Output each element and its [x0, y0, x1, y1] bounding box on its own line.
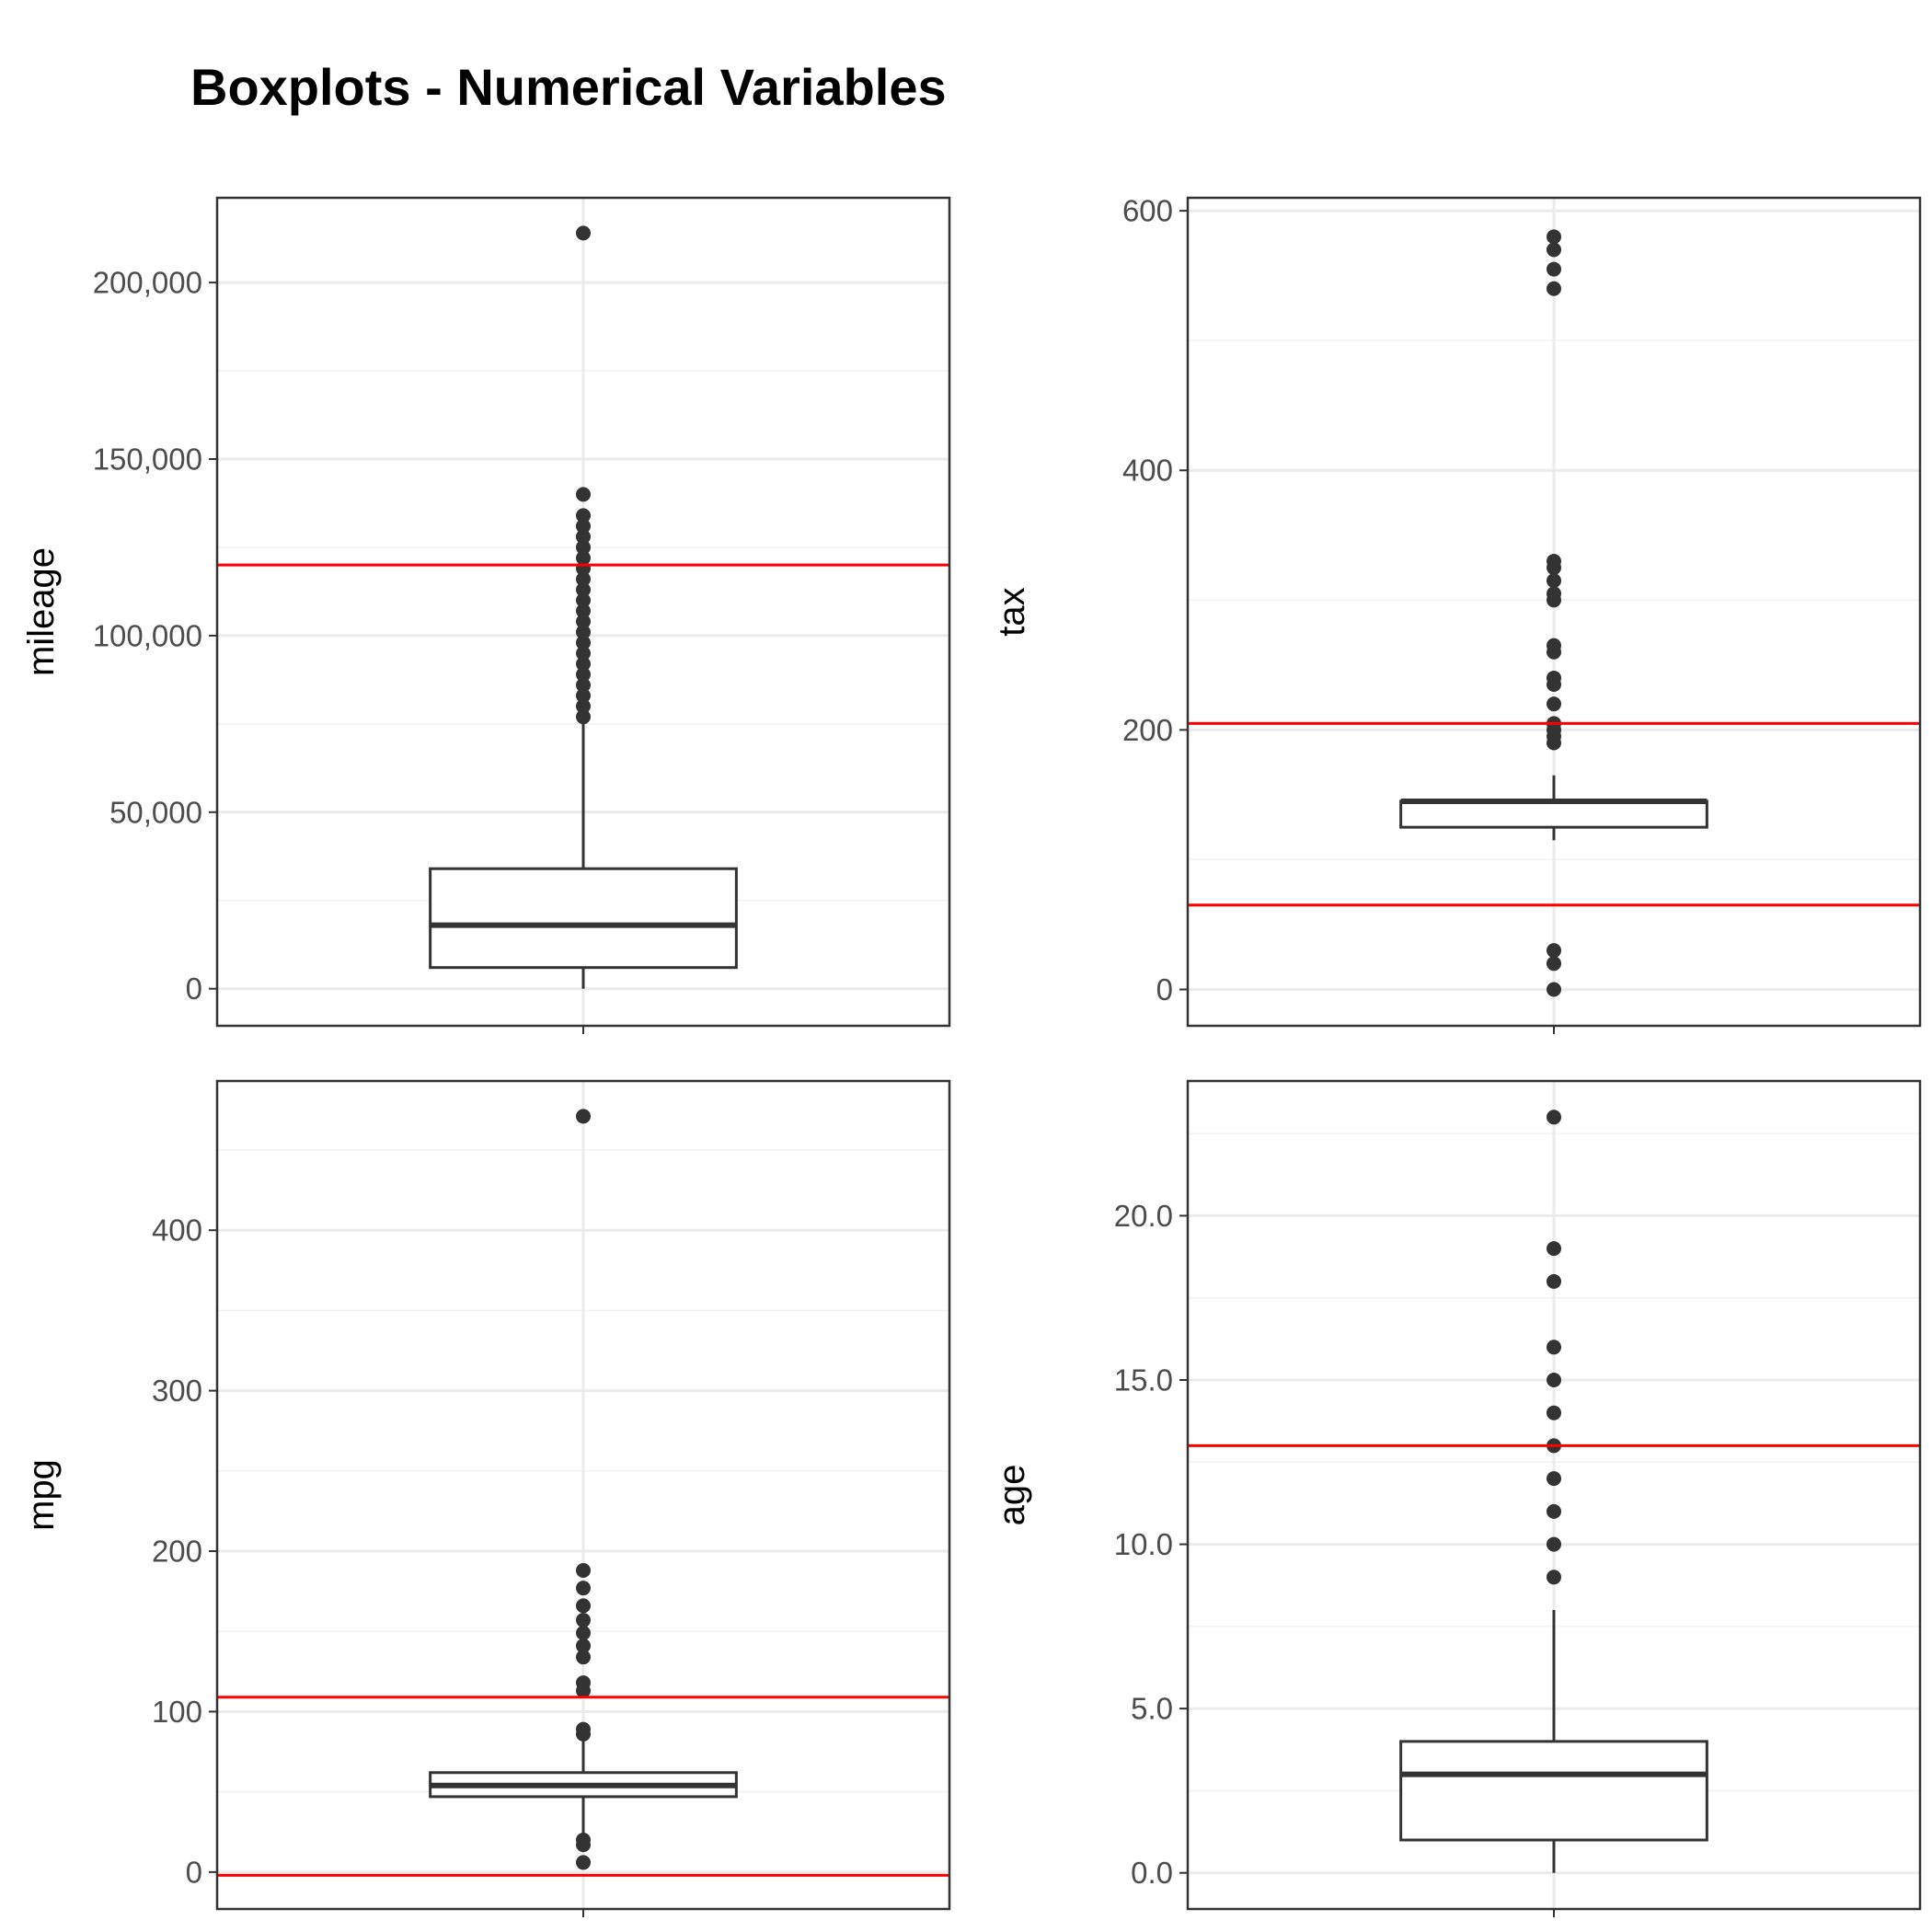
outlier-point	[576, 1650, 591, 1665]
outlier-point	[1547, 1536, 1561, 1552]
outlier-point	[1547, 1110, 1561, 1125]
outlier-point	[576, 625, 591, 640]
outlier-point	[576, 635, 591, 650]
outlier-point	[576, 1721, 591, 1737]
outlier-point	[1547, 670, 1561, 685]
outlier-point	[576, 550, 591, 566]
iqr-box	[1399, 799, 1708, 829]
iqr-box	[1399, 1740, 1708, 1842]
outlier-point	[576, 518, 591, 534]
y-tick-label: 400	[1122, 454, 1173, 488]
outlier-point	[576, 508, 591, 523]
outlier-point	[1547, 1340, 1561, 1355]
y-tick-label: 0	[186, 1855, 202, 1889]
y-axis-title: mileage	[21, 547, 62, 676]
outlier-point	[576, 688, 591, 704]
panel-border	[215, 196, 951, 1028]
y-axis-title: tax	[992, 587, 1032, 636]
outlier-point	[1547, 1570, 1561, 1585]
outlier-point	[1547, 1273, 1561, 1289]
outlier-point	[576, 1855, 591, 1870]
outlier-point	[1547, 586, 1561, 602]
panel-mileage: 0 50,000 100,000 150,000 200,000 mileage	[21, 196, 951, 1034]
y-tick-label: 20.0	[1114, 1199, 1173, 1233]
y-tick-label: 5.0	[1131, 1692, 1173, 1726]
outlier-point	[1547, 638, 1561, 653]
outlier-point	[1547, 573, 1561, 589]
outlier-point	[1547, 982, 1561, 997]
outlier-point	[576, 487, 591, 502]
panel-border	[215, 1079, 951, 1911]
outlier-point	[576, 1598, 591, 1614]
outlier-point	[576, 1675, 591, 1691]
outlier-point	[1547, 1503, 1561, 1519]
y-tick-label: 200	[152, 1535, 202, 1569]
y-tick-label: 150,000	[93, 443, 202, 477]
y-tick-label: 100	[152, 1695, 202, 1729]
outlier-point	[576, 604, 591, 619]
y-tick-label: 200	[1122, 713, 1173, 747]
y-axis-title: mpg	[21, 1459, 62, 1531]
outlier-point	[576, 656, 591, 672]
outlier-point	[576, 1581, 591, 1596]
y-tick-label: 600	[1122, 194, 1173, 228]
panel-mpg: 0 100 200 300 400 mpg	[21, 1079, 951, 1917]
y-tick-label: 0	[186, 972, 202, 1006]
outlier-point	[1547, 242, 1561, 258]
outlier-point	[1547, 261, 1561, 277]
outlier-point	[1547, 281, 1561, 296]
panel-tax: 0 200 400 600 tax	[992, 194, 1922, 1034]
outlier-point	[576, 1613, 591, 1628]
chart-title: Boxplots - Numerical Variables	[190, 58, 947, 116]
panel-border	[1186, 196, 1922, 1028]
y-tick-label: 100,000	[93, 618, 202, 652]
outlier-point	[1547, 943, 1561, 959]
outlier-point	[576, 698, 591, 714]
y-tick-label: 200,000	[93, 266, 202, 300]
panel-border	[1186, 1079, 1922, 1911]
y-tick-label: 300	[152, 1374, 202, 1408]
outlier-point	[576, 646, 591, 661]
outlier-point	[576, 1562, 591, 1578]
outlier-point	[576, 529, 591, 545]
outlier-point	[1547, 229, 1561, 245]
outlier-point	[1547, 553, 1561, 569]
outlier-point	[576, 667, 591, 683]
outlier-point	[576, 225, 591, 241]
outlier-point	[576, 677, 591, 693]
outlier-point	[1547, 1373, 1561, 1387]
y-axis-title: age	[992, 1465, 1032, 1526]
outlier-point	[576, 1109, 591, 1124]
outlier-point	[1547, 1241, 1561, 1257]
outlier-point	[576, 1833, 591, 1847]
panel-age: 0.0 5.0 10.0 15.0 20.0 age	[992, 1079, 1922, 1917]
y-tick-label: 15.0	[1114, 1363, 1173, 1397]
iqr-box	[429, 867, 738, 970]
y-tick-label: 0.0	[1131, 1856, 1173, 1890]
y-tick-label: 400	[152, 1213, 202, 1248]
outlier-point	[576, 592, 591, 608]
outlier-point	[576, 614, 591, 629]
outlier-point	[576, 571, 591, 587]
outlier-point	[1547, 1405, 1561, 1420]
y-tick-label: 0	[1156, 972, 1173, 1006]
outlier-point	[1547, 1471, 1561, 1487]
outlier-point	[576, 709, 591, 725]
y-tick-label: 10.0	[1114, 1527, 1173, 1561]
outlier-point	[576, 1638, 591, 1653]
outlier-point	[1547, 956, 1561, 972]
outlier-point	[576, 1626, 591, 1640]
outlier-point	[576, 539, 591, 555]
outlier-point	[576, 582, 591, 598]
outlier-point	[1547, 696, 1561, 712]
y-tick-label: 50,000	[109, 795, 202, 829]
